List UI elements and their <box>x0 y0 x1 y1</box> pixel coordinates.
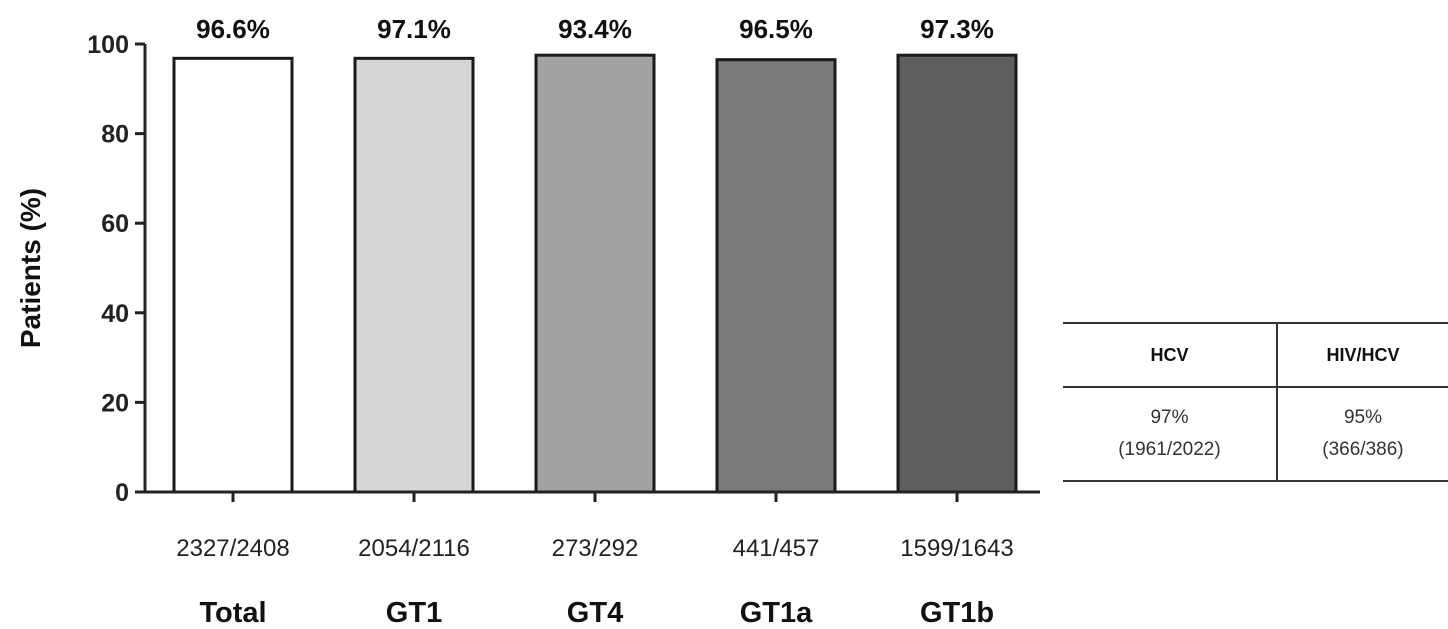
value-label-gt1: 97.1% <box>377 14 451 44</box>
category-label-gt1a: GT1a <box>740 597 813 629</box>
table-cell-hiv-hcv: 95% (366/386) <box>1275 386 1448 482</box>
table-cell-hiv-hcv-count: (366/386) <box>1322 439 1404 460</box>
bar-total <box>172 56 294 494</box>
table-header-hcv: HCV <box>1063 322 1278 388</box>
y-tick-label: 20 <box>101 389 129 417</box>
value-label-gt1a: 96.5% <box>739 14 813 44</box>
count-label-gt4: 273/292 <box>552 535 639 562</box>
y-tick-label: 100 <box>87 31 129 59</box>
summary-table: HCV HIV/HCV 97% (1961/2022) 95% (366/386… <box>1063 322 1448 482</box>
y-tick-label: 60 <box>101 210 129 238</box>
count-label-gt1b: 1599/1643 <box>900 535 1013 562</box>
bar-labels: 96.6% 2327/2408 Total 97.1% 2054/2116 GT1 93.4… <box>176 14 1013 629</box>
table-cell-hiv-hcv-percent: 95% <box>1343 407 1382 428</box>
category-label-gt4: GT4 <box>567 597 623 629</box>
y-axis-label: Patients (%) <box>15 188 46 348</box>
bar-gt1b <box>896 53 1018 494</box>
table-cell-hcv-percent: 97% <box>1150 407 1189 428</box>
y-tick-label: 0 <box>115 479 129 507</box>
y-tick-label: 40 <box>101 300 129 328</box>
table-row: 97% (1961/2022) 95% (366/386) <box>1063 386 1448 482</box>
bar-gt1a <box>715 58 837 494</box>
table-cell-hcv: 97% (1961/2022) <box>1063 386 1278 482</box>
table-header-row: HCV HIV/HCV <box>1063 322 1448 388</box>
value-label-gt4: 93.4% <box>558 14 632 44</box>
y-tick-label: 80 <box>101 121 129 149</box>
category-label-gt1b: GT1b <box>920 597 994 629</box>
category-label-total: Total <box>199 597 266 629</box>
count-label-gt1a: 441/457 <box>733 535 820 562</box>
value-label-gt1b: 97.3% <box>920 14 994 44</box>
table-cell-hcv-count: (1961/2022) <box>1118 439 1221 460</box>
bar-gt1 <box>353 56 475 494</box>
count-label-gt1: 2054/2116 <box>358 535 470 562</box>
table-header-hiv-hcv: HIV/HCV <box>1275 322 1448 388</box>
count-label-total: 2327/2408 <box>176 535 289 562</box>
bar-gt4 <box>534 53 656 494</box>
y-axis-ticks: 0 20 40 60 80 100 <box>87 31 145 507</box>
value-label-total: 96.6% <box>196 14 270 44</box>
category-label-gt1: GT1 <box>386 597 442 629</box>
bars <box>172 53 1018 502</box>
